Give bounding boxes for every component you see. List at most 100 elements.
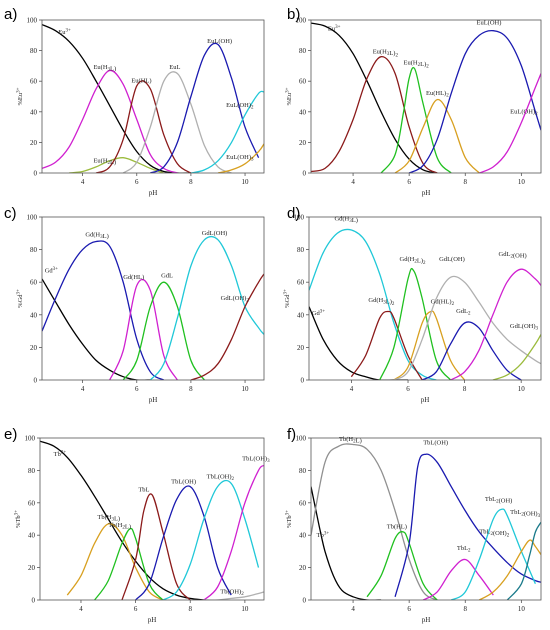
y-tick-label: 0 [32,597,36,605]
series-line [121,493,191,600]
x-tick-label: 10 [242,385,250,393]
series-line [135,485,232,600]
x-tick-label: 10 [518,385,526,393]
x-axis-label: pH [422,616,431,624]
series-line [350,310,423,380]
series-annotation: GdL(OH)3 [510,323,539,332]
series-annotation: TbL2(OH)3 [510,509,540,519]
x-tick-label: 4 [351,178,355,186]
y-tick-label: 60 [30,78,38,86]
y-tick-label: 100 [25,435,36,443]
x-tick-label: 8 [463,385,467,393]
panel-c: c) 0 20 40 60 80 100 4 6 8 10 pH %Gd3+ Gd3+ Gd(H3L) Gd… [0,205,275,415]
x-tick-label: 10 [518,605,526,613]
y-tick-label: 40 [299,532,307,540]
series-annotation: Eu3+ [58,28,71,36]
series-line [309,228,437,380]
x-tick-label: 6 [135,385,139,393]
series-line [42,69,178,173]
x-tick-label: 8 [189,385,193,393]
x-tick-label: 4 [81,385,85,393]
series-annotation: TbL(OH)3 [242,456,270,465]
y-tick-label: 60 [30,279,38,287]
series-line [311,22,438,173]
x-tick-label: 4 [81,178,85,186]
y-tick-label: 20 [299,139,307,147]
panel-label: a) [4,6,18,23]
y-tick-label: 20 [28,564,36,572]
y-tick-label: 100 [296,435,307,443]
chart-f: 0 20 40 60 80 100 4 6 8 10 pH %Tb3+ Tb(H2L) Tb3+ Tb(HL… [286,435,542,624]
series-line [162,479,260,600]
series-line [66,523,164,600]
series-group [311,22,541,173]
x-tick-label: 4 [350,385,354,393]
y-tick-label: 0 [34,377,38,385]
series-line [379,267,452,380]
panel-f: f) 0 20 40 60 80 100 4 6 8 10 pH %Tb3+ Tb(H2L) Tb3+ Tb… [275,420,550,630]
series-line [217,143,264,173]
plot-frame [39,437,265,601]
series-annotation: Tb(H3L) [97,514,120,523]
series-line [311,486,382,600]
series-group [40,440,264,600]
y-axis-label: %Eu3+ [286,87,294,105]
x-tick-label: 8 [188,605,192,613]
series-annotation: Eu3+ [328,25,341,33]
y-tick-label: 60 [28,499,36,507]
series-annotation: Tb(OH)2 [220,589,244,598]
series-line [421,321,522,380]
series-annotation: Gd(H3L) [334,215,357,224]
series-annotation: GdL [161,272,173,279]
series-line [109,278,178,380]
series-annotation: TbL2(OH) [485,496,512,505]
chart-e: 0 20 40 60 80 100 4 6 8 10 pH %Tb3+ Tb3+ Tb(H3L)Tb(H2… [15,435,271,625]
x-tick-label: 6 [406,385,410,393]
series-annotation: GdL(OH) [202,230,228,237]
series-annotation: TbL2(OH)2 [479,529,509,539]
chart-b: 0 20 40 60 80 100 4 6 8 10 pH %Eu3+ Eu3+ Eu(H3L)2 Eu(H… [286,17,542,197]
series-annotation: Gd(H3L)2 [368,297,394,307]
series-annotation: Eu(H3L) [93,64,116,73]
series-annotation: Gd(H2L)2 [400,256,426,266]
series-annotation: EuL(OH)3 [226,154,254,163]
series-annotation: Eu(H3L)2 [373,49,399,59]
chart-d: 0 20 40 60 80 100 4 6 8 10 pH %Gd3+ Gd(H3L) Gd3+ Gd(H3… [284,214,542,404]
series-group [42,24,264,173]
chart-a: 0 20 40 60 80 100 4 6 8 10 pH %Eu3+ Eu3+ Eu(H3L) Eu(HL… [17,17,265,197]
series-line [393,275,541,380]
x-tick-label: 6 [135,178,139,186]
series-line [506,521,541,600]
y-tick-label: 0 [303,170,307,178]
series-annotation: Gd3+ [45,267,58,275]
series-annotation: TbL(OH) [423,439,448,446]
series-line [408,29,541,173]
series-annotation: EuL(OH) [476,20,501,27]
series-annotation: Eu(HL)2 [426,90,449,99]
series-line [311,56,438,173]
series-annotation: TbL(OH)2 [207,474,235,483]
series-annotation: Gd(HL)2 [431,298,455,307]
series-line [122,71,232,173]
series-line [42,278,151,380]
series-line [42,240,165,380]
y-tick-label: 100 [27,17,38,25]
panel-label: e) [4,426,18,443]
series-line [150,42,260,173]
plot-frame [310,19,542,174]
series-line [309,306,408,380]
series-annotation: Eu(H2L)2 [404,59,430,69]
y-tick-label: 40 [297,311,305,319]
y-tick-label: 0 [34,170,38,178]
x-axis-label: pH [148,616,157,624]
panel-a: a) 0 20 40 60 80 100 4 6 8 10 pH %Eu3+ Eu3+ Eu(H3L) Eu… [0,0,275,200]
series-line [366,531,438,600]
panel-e: e) 0 20 40 60 80 100 4 6 8 10 pH %Tb3+ Tb3+ Tb(H3L) Tb… [0,420,275,630]
series-group [42,235,264,380]
chart-c: 0 20 40 60 80 100 4 6 8 10 pH %Gd3+ Gd3+ Gd(H3L) Gd(HL… [17,214,265,404]
series-annotation: GdL2 [456,308,471,317]
series-line [394,98,480,173]
series-annotation: Tb(H2L) [108,522,131,531]
y-tick-label: 0 [301,377,305,385]
panel-b: b) 0 20 40 60 80 100 4 6 8 10 pH %Eu3+ Eu3+ Eu(H3L)2 E… [275,0,550,200]
